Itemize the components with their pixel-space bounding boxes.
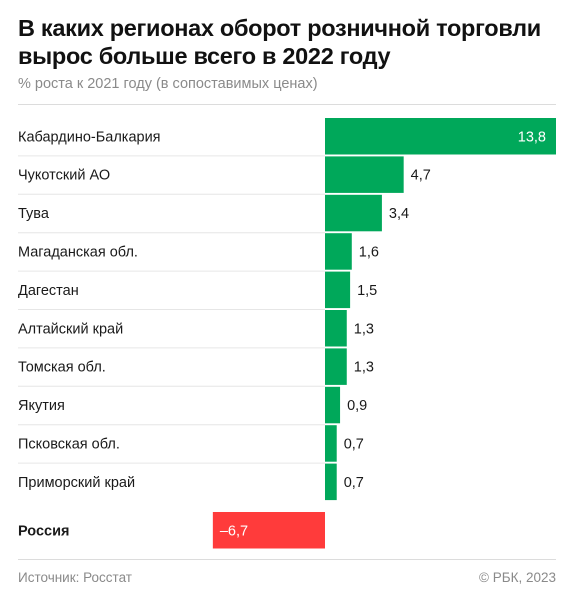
bar-chart: Кабардино-Балкария 13,8 Чукотский АО 4,7 Тув… bbox=[18, 118, 556, 549]
value-label: 13,8 bbox=[518, 129, 546, 145]
category-label: Магаданская обл. bbox=[18, 244, 138, 260]
bar bbox=[325, 118, 556, 155]
bar bbox=[325, 194, 382, 232]
value-label: 1,5 bbox=[357, 283, 377, 299]
value-label: –6,7 bbox=[220, 523, 248, 539]
value-label: 1,3 bbox=[354, 360, 374, 376]
bottom-divider bbox=[18, 559, 556, 560]
category-label: Якутия bbox=[18, 398, 65, 414]
category-label: Псковская обл. bbox=[18, 436, 120, 452]
chart-title: В каких регионах оборот розничной торгов… bbox=[18, 15, 541, 69]
value-label: 0,7 bbox=[344, 436, 364, 452]
value-label: 0,7 bbox=[344, 475, 364, 491]
category-label: Приморский край bbox=[18, 475, 135, 491]
top-divider bbox=[18, 104, 556, 105]
bar bbox=[325, 156, 404, 193]
bar bbox=[325, 271, 351, 309]
bar bbox=[325, 386, 341, 424]
bar bbox=[325, 425, 337, 462]
category-label: Россия bbox=[18, 523, 69, 539]
category-label: Алтайский край bbox=[18, 321, 123, 337]
bar bbox=[212, 512, 325, 549]
copyright-note: © РБК, 2023 bbox=[479, 570, 556, 585]
chart-subtitle: % роста к 2021 году (в сопоставимых цена… bbox=[18, 76, 318, 92]
category-label: Кабардино-Балкария bbox=[18, 129, 161, 145]
category-label: Чукотский АО bbox=[18, 168, 110, 184]
category-label: Дагестан bbox=[18, 283, 79, 299]
value-label: 4,7 bbox=[411, 168, 431, 184]
bar bbox=[325, 348, 347, 385]
category-label: Томская обл. bbox=[18, 360, 106, 376]
value-label: 0,9 bbox=[347, 398, 367, 414]
value-label: 1,3 bbox=[354, 321, 374, 337]
bar bbox=[325, 310, 347, 347]
bar bbox=[325, 463, 337, 501]
bar bbox=[325, 233, 352, 270]
value-label: 1,6 bbox=[359, 244, 379, 260]
category-label: Тува bbox=[18, 206, 50, 222]
value-label: 3,4 bbox=[389, 206, 409, 222]
source-note: Источник: Росстат bbox=[18, 570, 132, 585]
